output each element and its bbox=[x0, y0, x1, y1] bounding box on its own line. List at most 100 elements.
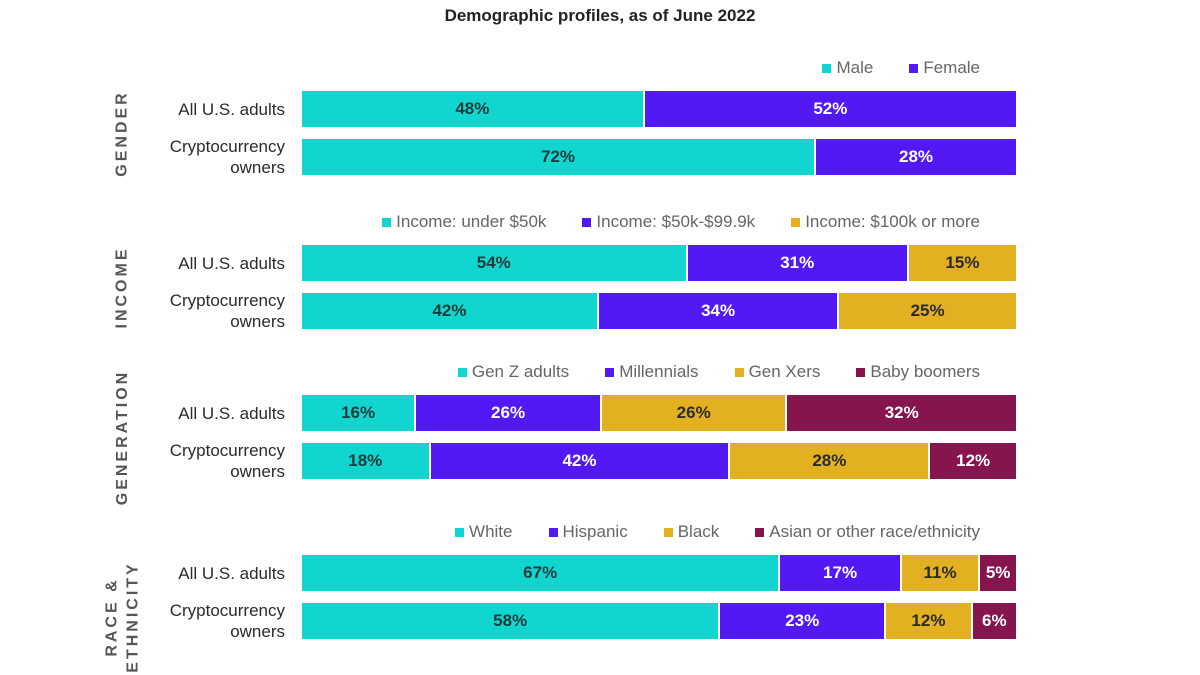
bar-segment: 31% bbox=[687, 245, 909, 281]
legend-swatch bbox=[755, 527, 765, 537]
bar-segment: 12% bbox=[930, 443, 1016, 479]
section-label-line: RACE & bbox=[103, 577, 121, 657]
legend-label: Baby boomers bbox=[870, 362, 980, 381]
bar-segment: 15% bbox=[908, 245, 1016, 281]
legend-item: Asian or other race/ethnicity bbox=[755, 522, 980, 542]
data-label: 25% bbox=[910, 301, 945, 320]
row-label: All U.S. adults bbox=[178, 253, 285, 273]
data-label: 28% bbox=[899, 147, 934, 166]
bar-segment: 11% bbox=[901, 555, 981, 591]
stacked-bar: 42% 34% 25% bbox=[302, 293, 1016, 329]
bar-segment: 52% bbox=[644, 91, 1016, 127]
row-label: Cryptocurrency owners bbox=[169, 601, 285, 641]
legend-item: Millennials bbox=[605, 362, 699, 382]
data-label: 58% bbox=[493, 611, 528, 630]
chart-title: Demographic profiles, as of June 2022 bbox=[444, 6, 756, 25]
legend-item: Gen Xers bbox=[734, 362, 820, 382]
bar-segment: 42% bbox=[302, 293, 599, 329]
row-label: All U.S. adults bbox=[178, 99, 285, 119]
bar-segment: 54% bbox=[302, 245, 688, 281]
legend-swatch bbox=[548, 527, 558, 537]
legend-swatch bbox=[582, 217, 592, 227]
legend-item: Gen Z adults bbox=[457, 362, 570, 382]
stacked-bar: 58% 23% 12% 6% bbox=[302, 603, 1016, 639]
chart-section: INCOME Income: under $50k Income: $50k-$99… bbox=[0, 212, 1200, 342]
bar-segment: 58% bbox=[302, 603, 721, 639]
data-label: 42% bbox=[562, 451, 597, 470]
legend: Income: under $50k Income: $50k-$99.9k Inc… bbox=[382, 212, 980, 232]
legend-item: Baby boomers bbox=[856, 362, 980, 382]
legend-label: Income: under $50k bbox=[396, 212, 547, 231]
stacked-bar: 67% 17% 11% 5% bbox=[302, 555, 1016, 591]
data-label: 23% bbox=[785, 611, 820, 630]
bar-segment: 18% bbox=[302, 443, 431, 479]
data-label: 17% bbox=[823, 563, 858, 582]
section-label: GENERATION bbox=[113, 369, 131, 505]
legend: Male Female bbox=[822, 58, 980, 78]
section-label: RACE & ETHNICITY bbox=[101, 561, 143, 672]
data-label: 6% bbox=[982, 611, 1007, 630]
row-label: Cryptocurrency owners bbox=[169, 441, 285, 481]
bar-segment: 26% bbox=[601, 395, 788, 431]
legend-swatch bbox=[856, 367, 866, 377]
legend-item: Income: $50k-$99.9k bbox=[582, 212, 755, 232]
row-label: All U.S. adults bbox=[178, 403, 285, 423]
legend-item: Hispanic bbox=[548, 522, 628, 542]
bar-segment: 25% bbox=[839, 293, 1016, 329]
legend-item: Income: under $50k bbox=[382, 212, 546, 232]
data-label: 72% bbox=[541, 147, 576, 166]
stacked-bar: 48% 52% bbox=[302, 91, 1016, 127]
data-label: 15% bbox=[945, 253, 980, 272]
legend-label: White bbox=[469, 522, 513, 541]
data-label: 5% bbox=[985, 563, 1011, 582]
data-label: 31% bbox=[780, 253, 815, 272]
bar-segment: 26% bbox=[416, 395, 602, 431]
bar-segment: 32% bbox=[787, 395, 1016, 431]
row-label: Cryptocurrency owners bbox=[169, 291, 285, 331]
bar-segment: 48% bbox=[302, 91, 645, 127]
legend-swatch bbox=[605, 367, 615, 377]
legend-swatch bbox=[734, 367, 744, 377]
chart-section: GENDER Male Female All U.S. adults 48% 52% Cry… bbox=[0, 58, 1200, 188]
legend-swatch bbox=[382, 217, 392, 227]
legend-label: Income: $100k or more bbox=[805, 212, 980, 231]
data-label: 12% bbox=[911, 611, 946, 630]
legend-label: Gen Z adults bbox=[471, 362, 570, 381]
bar-segment: 23% bbox=[720, 603, 887, 639]
legend-item: Income: $100k or more bbox=[791, 212, 980, 232]
bar-segment: 34% bbox=[598, 293, 840, 329]
stacked-bar: 72% 28% bbox=[302, 139, 1016, 175]
data-label: 48% bbox=[455, 99, 490, 118]
legend-swatch bbox=[663, 527, 673, 537]
legend-label: Hispanic bbox=[562, 522, 628, 541]
data-label: 42% bbox=[432, 301, 467, 320]
bar-segment: 72% bbox=[302, 139, 817, 175]
stacked-bar: 16% 26% 26% 32% bbox=[302, 395, 1016, 431]
data-label: 26% bbox=[491, 403, 526, 422]
data-label: 11% bbox=[923, 563, 957, 582]
legend-swatch bbox=[455, 527, 465, 537]
data-label: 67% bbox=[523, 563, 558, 582]
data-label: 18% bbox=[348, 451, 383, 470]
legend-label: Female bbox=[923, 58, 980, 77]
bar-segment: 42% bbox=[430, 443, 731, 479]
data-label: 54% bbox=[476, 253, 511, 272]
legend-swatch bbox=[457, 367, 467, 377]
legend-item: Black bbox=[663, 522, 720, 542]
legend-label: Income: $50k-$99.9k bbox=[596, 212, 756, 231]
chart-section: RACE & ETHNICITY White Hispanic Black Asian o… bbox=[0, 522, 1200, 673]
bar-segment: 5% bbox=[980, 555, 1016, 591]
legend-swatch bbox=[822, 63, 832, 73]
bar-segment: 67% bbox=[302, 555, 781, 591]
data-label: 34% bbox=[701, 301, 736, 320]
section-label: GENDER bbox=[113, 89, 131, 177]
legend: White Hispanic Black Asian or other race/et… bbox=[455, 522, 980, 542]
bar-segment: 28% bbox=[816, 139, 1016, 175]
legend-item: Male bbox=[822, 58, 873, 78]
bar-segment: 16% bbox=[302, 395, 417, 431]
row-label: Cryptocurrency owners bbox=[169, 137, 285, 177]
legend-swatch bbox=[909, 63, 919, 73]
legend-label: Black bbox=[677, 522, 720, 541]
bar-segment: 17% bbox=[780, 555, 902, 591]
section-label: INCOME bbox=[113, 246, 131, 328]
